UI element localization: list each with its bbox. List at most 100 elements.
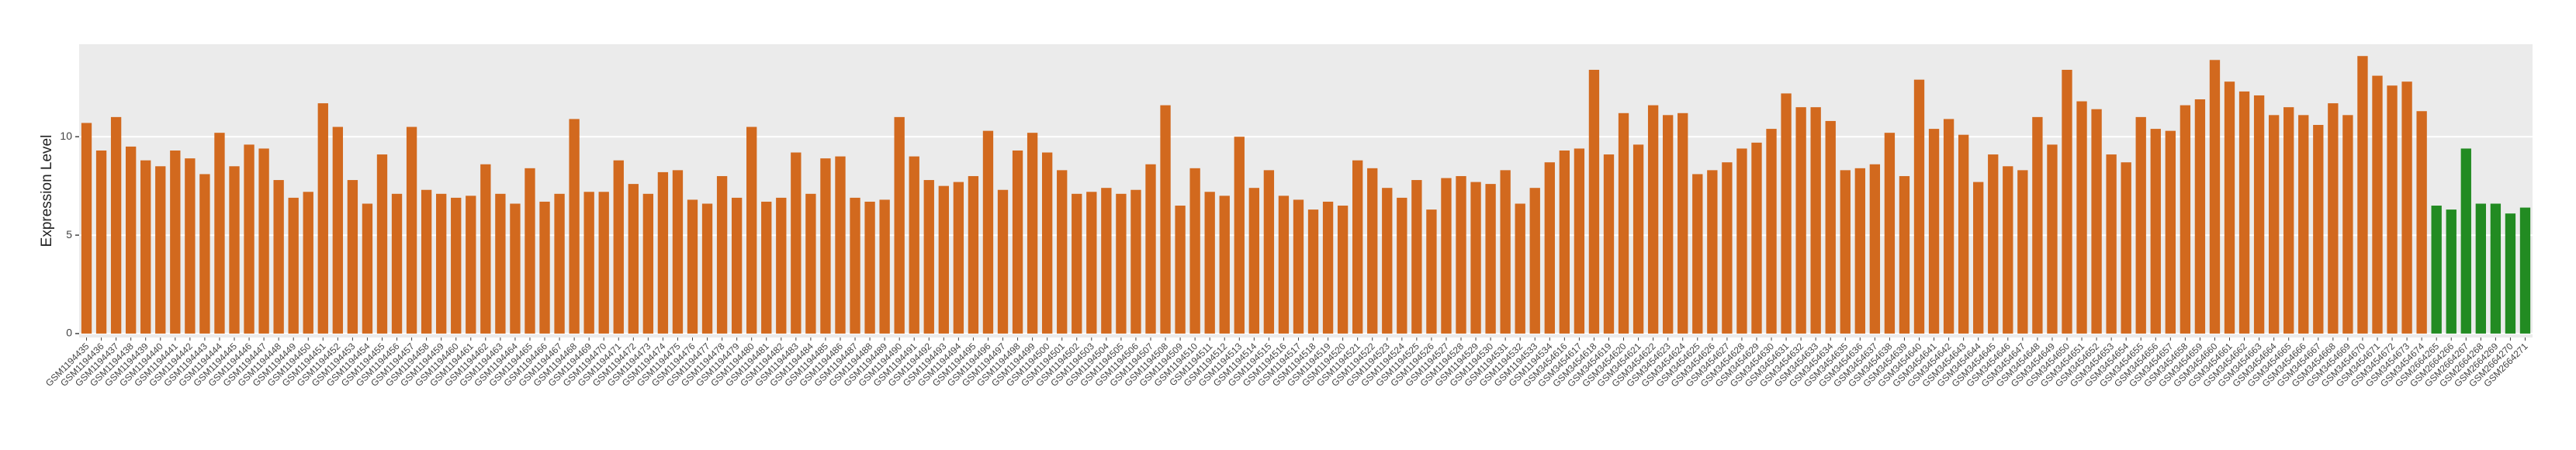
- bar: [376, 154, 388, 334]
- bar: [81, 123, 92, 334]
- bar: [628, 184, 639, 334]
- bar: [1574, 148, 1585, 334]
- bar: [1352, 160, 1363, 334]
- bar: [436, 193, 447, 334]
- bar: [2431, 206, 2442, 334]
- bar: [1160, 105, 1171, 334]
- bar: [982, 130, 994, 334]
- bar: [2313, 125, 2324, 334]
- bar: [2387, 85, 2398, 334]
- bar: [1559, 150, 1570, 334]
- bar: [2091, 109, 2102, 334]
- bar: [1382, 188, 1393, 334]
- bar: [2475, 203, 2486, 334]
- bar: [1781, 93, 1792, 334]
- bar: [672, 170, 684, 334]
- bar: [214, 133, 225, 334]
- y-axis-title: Expression Level: [39, 135, 55, 248]
- bar: [1500, 170, 1511, 334]
- bar: [687, 199, 698, 334]
- bar: [1248, 188, 1259, 334]
- bar: [1072, 193, 1082, 334]
- bar: [2446, 209, 2457, 334]
- bar: [1692, 174, 1703, 334]
- bar: [288, 197, 299, 334]
- bar: [1707, 170, 1718, 334]
- bar: [1869, 164, 1881, 334]
- bar: [1322, 201, 1334, 334]
- bar: [835, 156, 846, 334]
- bar: [1810, 107, 1821, 334]
- bar: [1943, 119, 1955, 334]
- bar: [2460, 148, 2471, 334]
- bar: [170, 150, 181, 334]
- bar: [776, 197, 787, 334]
- plot-panel: [79, 44, 2533, 338]
- bar: [1397, 197, 1407, 334]
- bar: [273, 180, 284, 334]
- bar: [1307, 209, 1319, 334]
- bar: [1130, 189, 1141, 334]
- bar: [1529, 188, 1540, 334]
- bar: [95, 150, 107, 334]
- y-tick-label: 10: [60, 130, 72, 142]
- bar: [362, 203, 373, 334]
- bar: [1973, 182, 1984, 334]
- bar: [583, 192, 594, 334]
- bar: [2165, 130, 2176, 334]
- bar: [791, 152, 802, 334]
- bar: [701, 203, 713, 334]
- bar: [1411, 180, 1422, 334]
- bar: [2283, 107, 2294, 334]
- bar: [2062, 69, 2072, 334]
- bar: [1618, 112, 1629, 334]
- bar: [229, 166, 240, 334]
- bar: [909, 156, 919, 334]
- bar: [126, 146, 137, 334]
- bar: [879, 199, 890, 334]
- bar: [1219, 196, 1230, 334]
- bar: [1736, 148, 1747, 334]
- bar: [2194, 99, 2206, 334]
- bar: [1913, 79, 1925, 334]
- bar: [1263, 170, 1275, 334]
- bar: [1057, 170, 1068, 334]
- bar: [199, 174, 210, 334]
- bar: [850, 197, 860, 334]
- bar: [1086, 192, 1097, 334]
- bar: [1515, 203, 1525, 334]
- bar: [1204, 192, 1215, 334]
- bar: [1441, 178, 1452, 334]
- bar: [1678, 112, 1688, 334]
- bar: [894, 116, 905, 334]
- bar: [1588, 69, 1600, 334]
- bar: [1988, 154, 1999, 334]
- bar: [1795, 107, 1806, 334]
- bar: [923, 180, 934, 334]
- bar: [2180, 105, 2191, 334]
- bar: [938, 185, 949, 334]
- bar: [2416, 111, 2427, 334]
- bar: [2150, 129, 2161, 334]
- bar: [110, 116, 122, 334]
- bar: [1647, 105, 1659, 334]
- bar: [317, 103, 328, 334]
- bar: [332, 126, 344, 334]
- bar: [1854, 168, 1865, 334]
- bar: [421, 189, 432, 334]
- bar: [1663, 115, 1674, 334]
- bar: [244, 144, 254, 334]
- bar: [761, 201, 772, 334]
- bar: [554, 193, 565, 334]
- bar: [2268, 115, 2280, 334]
- bar: [1293, 199, 1304, 334]
- bar: [1825, 120, 1836, 334]
- bar: [1840, 170, 1851, 334]
- bar: [539, 201, 550, 334]
- bar: [1189, 168, 1200, 334]
- bar: [258, 148, 269, 334]
- bar: [2106, 154, 2117, 334]
- bar: [2519, 207, 2531, 334]
- bar: [466, 196, 476, 334]
- y-tick-label: 5: [66, 228, 72, 241]
